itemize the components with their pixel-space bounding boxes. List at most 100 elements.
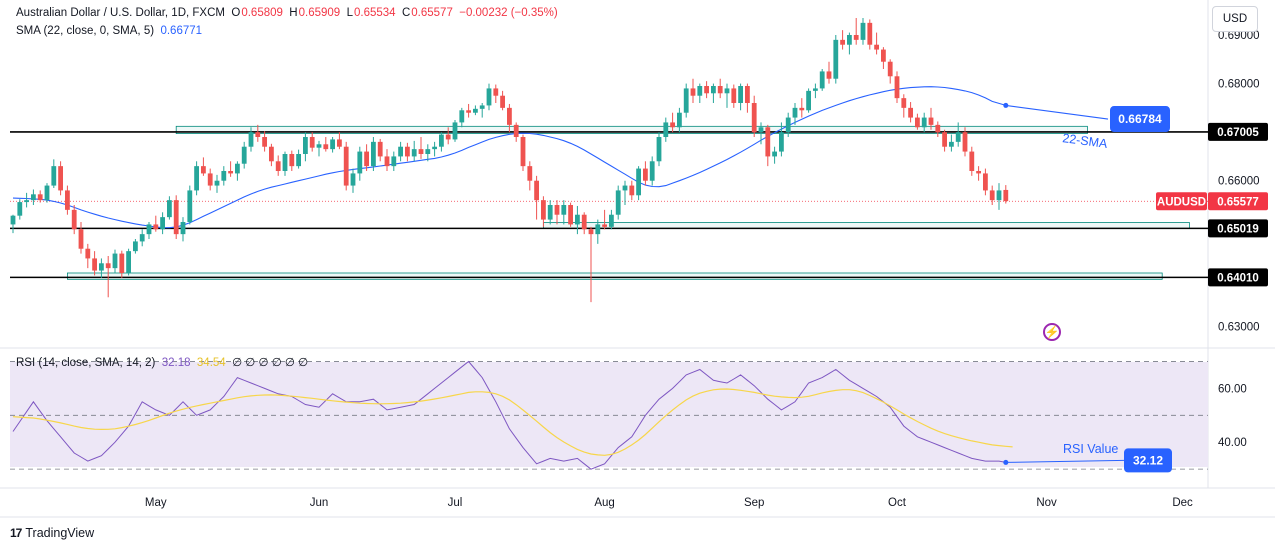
level-price-tag-bg — [1208, 122, 1268, 141]
rsi-ma-line — [12, 388, 1013, 456]
candle-body — [860, 22, 866, 40]
candle-body — [126, 251, 131, 273]
candle-body — [262, 137, 267, 147]
candle-body — [588, 229, 594, 235]
candle-body — [255, 132, 261, 137]
tradingview-logo[interactable]: 17 TradingView — [10, 526, 94, 540]
candle-body — [847, 35, 852, 45]
candle-body — [724, 88, 730, 94]
candle-body — [479, 105, 485, 109]
candle-body — [99, 263, 104, 271]
sma-callout-bg — [1110, 106, 1170, 133]
candle-body — [758, 127, 764, 133]
close-label: C — [401, 7, 411, 19]
candle-body — [602, 224, 607, 227]
candle-body — [826, 71, 832, 79]
low-label: L — [346, 7, 353, 19]
candle-body — [105, 263, 111, 269]
candle-body — [330, 139, 335, 150]
candle-body — [139, 234, 145, 242]
candle-body — [772, 151, 777, 157]
candle-body — [670, 122, 675, 128]
candle-body — [921, 117, 927, 128]
candle-body — [201, 166, 206, 174]
candle-body — [452, 122, 458, 140]
candle-body — [44, 185, 50, 201]
candle-body — [296, 154, 301, 167]
rsi-layer: RSI Value — [10, 360, 1208, 470]
open-label: O — [231, 7, 241, 19]
sma-callout-value: 0.66784 — [1118, 112, 1162, 126]
candle-body — [187, 190, 193, 222]
rsi-line — [12, 360, 1006, 470]
candle-body — [901, 98, 907, 108]
candle-body — [71, 209, 77, 230]
candle-body — [10, 215, 16, 225]
candle-body — [568, 205, 573, 225]
sma-legend[interactable]: SMA (22, close, 0, SMA, 5) 0.66771 — [16, 25, 202, 37]
candle-body — [731, 88, 737, 103]
price-tick-label: 0.63000 — [1218, 321, 1260, 333]
candle-body — [343, 146, 349, 186]
time-tick-label: Nov — [1036, 497, 1057, 509]
candle-body — [221, 171, 227, 181]
candle-body — [867, 22, 873, 45]
candle-body — [337, 139, 342, 147]
candle-body — [513, 124, 519, 137]
candle-body — [996, 190, 1002, 201]
candle-body — [493, 88, 499, 96]
candle-body — [840, 39, 845, 45]
rsi-ma-legend-value: 34.54 — [196, 357, 226, 369]
candle-body — [323, 144, 329, 150]
candle-body — [364, 151, 369, 167]
candle-body — [85, 248, 91, 259]
candle-body — [547, 205, 553, 220]
candle-body — [561, 205, 567, 215]
currency-button[interactable]: USD — [1212, 6, 1258, 32]
open-value: 0.65809 — [241, 7, 283, 19]
candle-body — [289, 154, 295, 167]
candle-body — [473, 108, 478, 113]
rsi-legend[interactable]: RSI (14, close, SMA, 14, 2) 32.18 34.54 … — [16, 355, 308, 369]
high-label: H — [289, 7, 298, 19]
candle-body — [690, 88, 696, 96]
candle-body — [133, 241, 138, 252]
candle-body — [507, 107, 512, 125]
time-tick-label: Jul — [448, 497, 463, 509]
last-price-tag: 0.65577 — [1217, 196, 1259, 208]
candle-body — [697, 86, 703, 96]
sma-end-dot — [1003, 102, 1009, 108]
candle-body — [439, 134, 444, 147]
candle-body — [575, 214, 580, 225]
lightning-icon[interactable]: ⚡ — [1043, 323, 1061, 341]
candle-body — [813, 88, 818, 91]
candle-body — [833, 39, 839, 79]
candle-body — [554, 205, 560, 215]
candle-body — [745, 86, 750, 103]
candle-body — [915, 117, 920, 128]
candle-body — [785, 117, 791, 133]
candle-body — [78, 229, 84, 249]
candle-body — [677, 112, 682, 128]
candle-body — [629, 185, 635, 196]
candle-body — [969, 151, 975, 171]
candles-layer — [10, 18, 1009, 303]
candle-body — [622, 185, 628, 191]
level-price-tag-bg — [1208, 219, 1268, 238]
time-tick-label: May — [145, 497, 167, 509]
candle-body — [874, 44, 879, 50]
time-tick-label: Jun — [310, 497, 329, 509]
symbol-title[interactable]: Australian Dollar / U.S. Dollar, 1D, FXC… — [16, 7, 225, 19]
time-tick-label: Sep — [744, 497, 764, 509]
sma-annotation: 22-SMA — [1062, 131, 1109, 151]
candle-body — [207, 173, 213, 186]
level-price-tag: 0.65019 — [1217, 223, 1259, 235]
sma-projection-line — [1005, 104, 1109, 120]
candle-body — [398, 146, 403, 157]
candle-body — [881, 49, 886, 62]
candle-body — [520, 137, 526, 167]
candle-body — [391, 156, 397, 167]
candle-body — [24, 200, 29, 203]
candle-body — [711, 86, 716, 94]
